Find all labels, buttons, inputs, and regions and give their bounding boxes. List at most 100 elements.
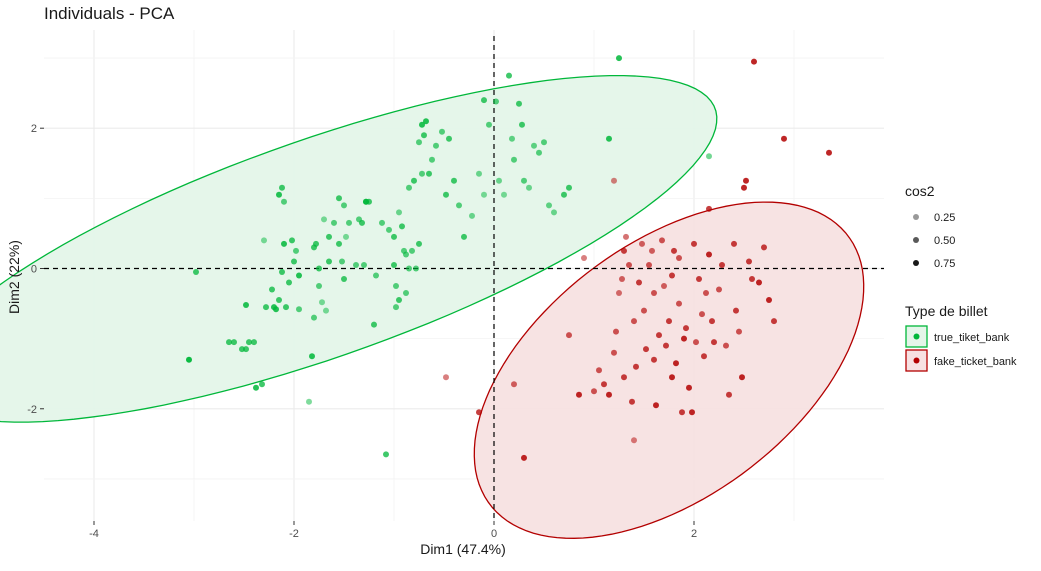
reference-lines (44, 36, 884, 521)
data-point-fake-ticket-bank (696, 276, 702, 282)
data-point-fake-ticket-bank (651, 290, 657, 296)
data-point-true-tiket-bank (289, 237, 295, 244)
data-point-true-tiket-bank (566, 184, 572, 191)
data-point-fake-ticket-bank (601, 381, 607, 388)
data-point-true-tiket-bank (363, 198, 369, 205)
data-point-fake-ticket-bank (621, 374, 627, 381)
data-point-true-tiket-bank (296, 272, 302, 279)
y-tick-label: 0 (31, 263, 37, 275)
data-point-fake-ticket-bank (671, 247, 677, 254)
data-point-true-tiket-bank (606, 135, 612, 142)
data-points (186, 55, 832, 461)
data-point-true-tiket-bank (476, 170, 482, 177)
data-point-fake-ticket-bank (616, 290, 622, 296)
confidence-ellipses (0, 74, 865, 539)
data-point-true-tiket-bank (386, 226, 392, 233)
data-point-fake-ticket-bank (716, 286, 722, 293)
x-tick-label: 2 (691, 528, 697, 540)
data-point-true-tiket-bank (281, 198, 287, 205)
data-point-fake-ticket-bank (736, 328, 742, 335)
data-point-true-tiket-bank (506, 72, 512, 79)
legend-type-label: fake_ticket_bank (934, 356, 1017, 368)
data-point-fake-ticket-bank (663, 342, 669, 349)
data-point-true-tiket-bank (433, 142, 439, 149)
data-point-true-tiket-bank (486, 121, 492, 128)
data-point-true-tiket-bank (283, 304, 289, 311)
ellipse-fake-ticket-bank (473, 201, 865, 539)
data-point-true-tiket-bank (451, 177, 457, 184)
data-point-fake-ticket-bank (443, 374, 449, 381)
legend-cos2-key (913, 214, 919, 220)
data-point-true-tiket-bank (421, 132, 427, 139)
data-point-true-tiket-bank (516, 100, 522, 107)
data-point-fake-ticket-bank (673, 360, 679, 367)
data-point-true-tiket-bank (253, 384, 259, 391)
data-point-fake-ticket-bank (613, 328, 619, 335)
data-point-true-tiket-bank (311, 314, 317, 321)
data-point-fake-ticket-bank (706, 205, 712, 212)
data-point-fake-ticket-bank (766, 297, 772, 303)
x-tick-label: 0 (491, 528, 497, 540)
data-point-fake-ticket-bank (749, 276, 755, 282)
data-point-fake-ticket-bank (691, 240, 697, 247)
data-point-true-tiket-bank (316, 265, 322, 272)
data-point-true-tiket-bank (379, 219, 385, 226)
data-point-fake-ticket-bank (741, 184, 747, 191)
data-point-fake-ticket-bank (521, 454, 527, 461)
data-point-true-tiket-bank (501, 191, 507, 198)
data-point-true-tiket-bank (519, 121, 525, 128)
legend-cos2-title: cos2 (905, 183, 935, 199)
axes: -4 -2 0 2 -2 0 2 (27, 123, 697, 540)
legend-cos2-label: 0.75 (934, 258, 955, 270)
data-point-true-tiket-bank (326, 258, 332, 265)
data-point-true-tiket-bank (341, 276, 347, 282)
data-point-true-tiket-bank (481, 97, 487, 104)
data-point-true-tiket-bank (291, 258, 297, 265)
data-point-true-tiket-bank (356, 216, 362, 223)
data-point-fake-ticket-bank (581, 255, 587, 261)
data-point-true-tiket-bank (521, 177, 527, 184)
legend-type-de-billet: Type de billet true_tiket_bank fake_ticke… (905, 303, 1017, 372)
legend-cos2: cos2 0.25 0.50 0.75 (905, 183, 955, 270)
data-point-true-tiket-bank (243, 346, 249, 353)
data-point-true-tiket-bank (456, 202, 462, 209)
data-point-true-tiket-bank (331, 219, 337, 226)
data-point-true-tiket-bank (259, 381, 265, 388)
data-point-fake-ticket-bank (703, 290, 709, 296)
data-point-true-tiket-bank (403, 290, 409, 296)
data-point-true-tiket-bank (243, 302, 249, 308)
data-point-true-tiket-bank (339, 258, 345, 265)
data-point-fake-ticket-bank (679, 409, 685, 416)
data-point-true-tiket-bank (526, 184, 532, 191)
data-point-true-tiket-bank (446, 135, 452, 142)
data-point-true-tiket-bank (371, 321, 377, 328)
data-point-fake-ticket-bank (756, 279, 762, 286)
data-point-true-tiket-bank (419, 121, 425, 128)
legend-cos2-label: 0.50 (934, 235, 955, 247)
data-point-fake-ticket-bank (826, 149, 832, 156)
data-point-true-tiket-bank (279, 184, 285, 191)
data-point-fake-ticket-bank (669, 374, 675, 381)
data-point-true-tiket-bank (493, 98, 499, 105)
legend-type-title: Type de billet (905, 303, 988, 319)
data-point-fake-ticket-bank (701, 353, 707, 360)
data-point-fake-ticket-bank (781, 135, 787, 142)
data-point-fake-ticket-bank (653, 402, 659, 409)
data-point-true-tiket-bank (273, 306, 279, 313)
data-point-true-tiket-bank (231, 339, 237, 346)
data-point-fake-ticket-bank (743, 177, 749, 184)
data-point-fake-ticket-bank (771, 318, 777, 325)
data-point-true-tiket-bank (469, 212, 475, 219)
data-point-true-tiket-bank (416, 139, 422, 146)
data-point-true-tiket-bank (186, 356, 192, 363)
data-point-true-tiket-bank (426, 170, 432, 177)
data-point-true-tiket-bank (341, 202, 347, 209)
data-point-fake-ticket-bank (709, 318, 715, 325)
data-point-fake-ticket-bank (686, 384, 692, 391)
data-point-fake-ticket-bank (631, 437, 637, 444)
legend-type-key-point (913, 357, 920, 364)
data-point-fake-ticket-bank (576, 391, 582, 398)
data-point-true-tiket-bank (269, 286, 275, 293)
legend-type-key-point (913, 333, 920, 340)
